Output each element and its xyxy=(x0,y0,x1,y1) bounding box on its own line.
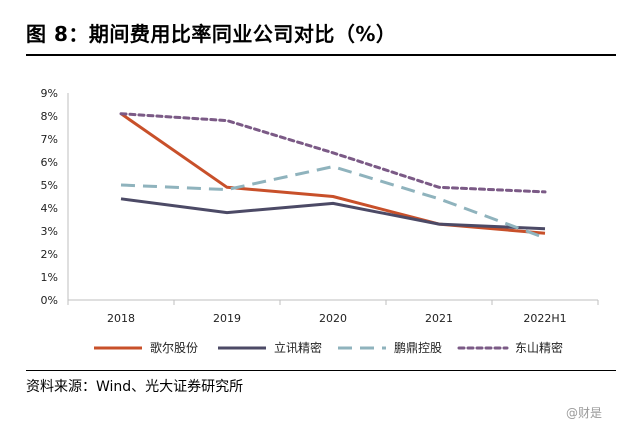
legend: 歌尔股份 立讯精密 鹏鼎控股 东山精密 xyxy=(94,340,563,355)
x-tick-label: 2018 xyxy=(107,312,135,325)
source-note: 资料来源：Wind、光大证券研究所 xyxy=(26,379,244,395)
x-tick-label: 2019 xyxy=(213,312,241,325)
figure-title: 图 8：期间费用比率同业公司对比（%） xyxy=(26,22,397,46)
y-tick-label: 3% xyxy=(41,225,58,238)
legend-label-3: 鹏鼎控股 xyxy=(394,341,442,355)
legend-label-1: 歌尔股份 xyxy=(150,340,198,355)
title-rule xyxy=(26,54,616,56)
y-tick-label: 8% xyxy=(41,110,58,123)
y-tick-label: 4% xyxy=(41,202,58,215)
y-tick-label: 6% xyxy=(41,156,58,169)
y-tick-label: 7% xyxy=(41,133,58,146)
x-tick-label: 2022H1 xyxy=(523,312,566,325)
x-tick-label: 2020 xyxy=(319,312,347,325)
y-axis: 0% 1% 2% 3% 4% 5% 6% 7% 8% 9% xyxy=(41,87,69,307)
y-tick-label: 1% xyxy=(41,271,58,284)
x-axis: 2018 2019 2020 2021 2022H1 xyxy=(67,299,599,325)
series-layer xyxy=(119,112,547,240)
series-line-3 xyxy=(120,165,546,240)
series-line-1 xyxy=(120,112,546,235)
watermark: @财是 xyxy=(566,406,603,420)
source-rule xyxy=(26,370,616,371)
x-tick-label: 2021 xyxy=(425,312,453,325)
y-tick-label: 9% xyxy=(41,87,58,100)
legend-label-2: 立讯精密 xyxy=(274,340,322,355)
line-chart: 0% 1% 2% 3% 4% 5% 6% 7% 8% 9% 2018 2019 2020 2021 202… xyxy=(41,87,599,355)
legend-label-4: 东山精密 xyxy=(515,340,563,355)
series-line-2 xyxy=(120,197,546,231)
y-tick-label: 5% xyxy=(41,179,58,192)
y-tick-label: 2% xyxy=(41,248,58,261)
series-line-4 xyxy=(119,112,547,194)
y-tick-label: 0% xyxy=(41,294,58,307)
